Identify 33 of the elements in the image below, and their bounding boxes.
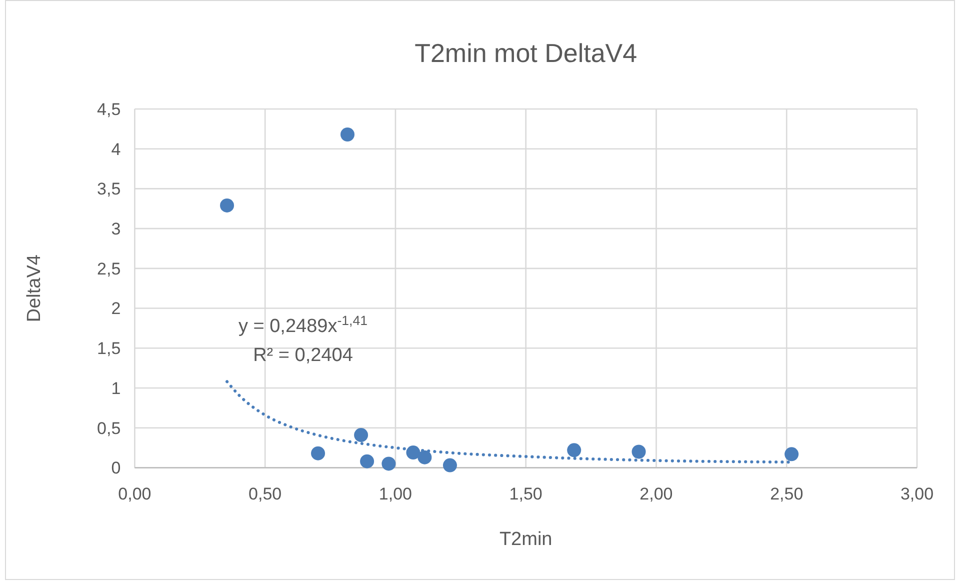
x-tick-label: 2,50 <box>770 484 804 504</box>
point <box>354 428 368 442</box>
point <box>340 128 354 142</box>
x-tick-label: 3,00 <box>900 484 934 504</box>
x-tick-label: 0,00 <box>118 484 152 504</box>
point <box>567 443 582 458</box>
point <box>220 198 234 212</box>
y-tick-label: 4 <box>111 140 121 159</box>
point <box>418 450 432 464</box>
y-tick-label: 1,5 <box>97 339 121 358</box>
annotation: R² = 0,2404 <box>253 345 354 366</box>
y-tick-label: 0 <box>111 458 121 478</box>
point <box>784 447 799 462</box>
x-tick-label: 2,00 <box>640 484 673 504</box>
y-tick-label: 3 <box>111 220 121 239</box>
y-axis-title: DeltaV4 <box>24 254 45 322</box>
y-tick-label: 2 <box>111 299 121 318</box>
point <box>632 444 646 459</box>
x-tick-label: 1,50 <box>509 484 542 504</box>
chart-title: T2min mot DeltaV4 <box>414 38 638 68</box>
x-axis-title: T2min <box>499 529 552 550</box>
y-tick-label: 1 <box>111 378 121 398</box>
x-tick-label: 1,00 <box>378 484 412 504</box>
y-tick-label: 2,5 <box>97 259 121 278</box>
y-tick-label: 0,5 <box>97 418 121 438</box>
point <box>442 458 457 472</box>
y-tick-label: 3,5 <box>97 180 121 199</box>
point <box>311 446 326 460</box>
annotation: y = 0,2489x$^{-1,41}$ <box>238 312 368 337</box>
x-tick-label: 0,50 <box>248 484 282 504</box>
y-tick-label: 4,5 <box>97 100 121 119</box>
point <box>382 456 396 471</box>
point <box>360 454 374 468</box>
